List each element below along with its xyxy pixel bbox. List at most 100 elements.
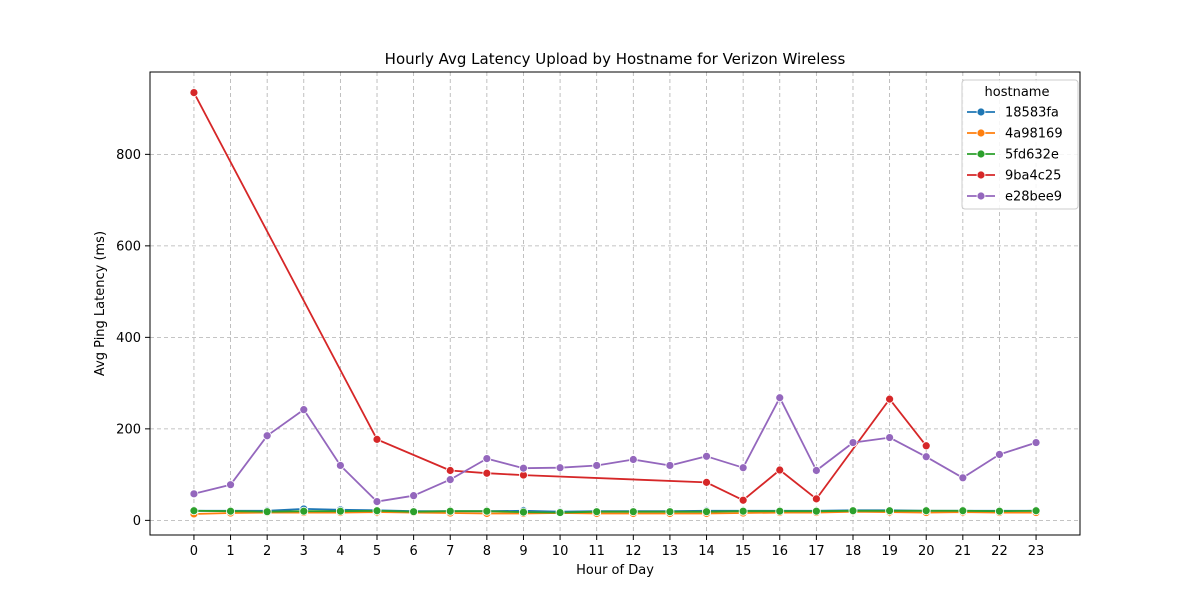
y-tick-label: 600 xyxy=(116,239,141,254)
x-tick-label: 13 xyxy=(662,544,679,559)
series-lines xyxy=(189,88,1041,519)
y-axis-label: Avg Ping Latency (ms) xyxy=(93,231,108,376)
data-point-5fd632e xyxy=(335,506,345,516)
legend-items: 18583fa 4a98169 5fd632e 9ba4c25 e28bee9 xyxy=(967,106,1063,205)
x-axis-label: Hour of Day xyxy=(576,563,654,578)
data-point-5fd632e xyxy=(921,506,931,516)
legend-label-9ba4c25: 9ba4c25 xyxy=(1005,169,1061,184)
x-axis: 0 1 2 3 4 5 6 7 8 9 10 11 12 13 14 15 16 17 18 19 20 21 22 23 xyxy=(190,535,1045,559)
data-point-e28bee9 xyxy=(811,466,821,475)
data-point-e28bee9 xyxy=(921,452,931,462)
data-point-5fd632e xyxy=(775,506,785,516)
data-point-9ba4c25 xyxy=(885,394,895,404)
x-tick-label: 22 xyxy=(991,544,1008,559)
x-tick-label: 20 xyxy=(918,544,935,559)
legend-marker-18583fa xyxy=(976,107,986,117)
data-point-e28bee9 xyxy=(555,463,565,473)
data-point-e28bee9 xyxy=(885,433,895,442)
data-point-e28bee9 xyxy=(738,463,748,473)
data-point-5fd632e xyxy=(738,506,748,516)
x-tick-label: 5 xyxy=(373,544,381,559)
x-tick-label: 12 xyxy=(625,544,642,559)
data-point-5fd632e xyxy=(628,507,638,517)
data-point-5fd632e xyxy=(811,506,821,516)
x-tick-label: 16 xyxy=(771,544,788,559)
data-point-e28bee9 xyxy=(262,431,272,441)
x-tick-label: 9 xyxy=(519,544,527,559)
data-point-e28bee9 xyxy=(189,489,199,499)
data-point-5fd632e xyxy=(555,508,565,517)
data-point-e28bee9 xyxy=(592,461,602,470)
legend-label-e28bee9: e28bee9 xyxy=(1005,190,1062,205)
data-point-e28bee9 xyxy=(995,450,1004,459)
legend-label-5fd632e: 5fd632e xyxy=(1005,148,1059,163)
x-tick-label: 4 xyxy=(336,544,344,559)
x-tick-label: 6 xyxy=(409,544,417,559)
legend-marker-9ba4c25 xyxy=(976,170,986,180)
data-point-e28bee9 xyxy=(372,497,382,507)
x-tick-label: 11 xyxy=(588,544,605,559)
x-tick-label: 21 xyxy=(955,544,972,559)
y-tick-label: 0 xyxy=(133,514,141,529)
data-point-e28bee9 xyxy=(1031,438,1041,447)
data-point-e28bee9 xyxy=(775,393,785,403)
data-point-e28bee9 xyxy=(409,491,419,501)
x-tick-label: 14 xyxy=(698,544,715,559)
legend-marker-5fd632e xyxy=(976,149,986,159)
series-line-4a98169 xyxy=(193,510,1037,515)
legend-marker-e28bee9 xyxy=(976,191,986,201)
legend: hostname 18583fa 4a98169 5fd632e 9ba4c25 e28… xyxy=(961,79,1079,210)
y-tick-label: 200 xyxy=(116,422,141,437)
data-point-5fd632e xyxy=(299,506,309,516)
x-tick-label: 8 xyxy=(483,544,491,559)
data-point-e28bee9 xyxy=(299,405,309,415)
series-line-e28bee9 xyxy=(193,396,1037,503)
legend-title: hostname xyxy=(985,85,1050,100)
x-tick-label: 19 xyxy=(881,544,898,559)
plot-frame xyxy=(149,71,1081,536)
x-tick-label: 2 xyxy=(263,544,271,559)
legend-marker-4a98169 xyxy=(976,128,986,138)
data-point-e28bee9 xyxy=(665,461,675,470)
data-point-5fd632e xyxy=(702,507,711,517)
data-point-5fd632e xyxy=(409,507,419,517)
data-point-e28bee9 xyxy=(482,454,492,463)
data-point-e28bee9 xyxy=(958,473,968,483)
data-point-9ba4c25 xyxy=(738,495,748,505)
y-tick-label: 800 xyxy=(116,148,141,163)
x-tick-label: 15 xyxy=(735,544,752,559)
data-point-5fd632e xyxy=(665,507,675,517)
data-point-9ba4c25 xyxy=(811,494,821,504)
data-point-9ba4c25 xyxy=(702,477,711,487)
x-tick-label: 10 xyxy=(552,544,569,559)
x-tick-label: 7 xyxy=(446,544,454,559)
data-point-5fd632e xyxy=(592,507,602,517)
x-tick-label: 3 xyxy=(300,544,308,559)
data-point-e28bee9 xyxy=(519,463,528,473)
x-tick-label: 0 xyxy=(190,544,198,559)
data-point-5fd632e xyxy=(958,506,968,516)
data-point-9ba4c25 xyxy=(189,88,199,97)
data-point-e28bee9 xyxy=(702,451,711,461)
data-point-5fd632e xyxy=(885,506,895,516)
data-point-5fd632e xyxy=(226,506,235,516)
legend-label-18583fa: 18583fa xyxy=(1005,106,1059,121)
data-point-e28bee9 xyxy=(445,475,455,485)
data-point-5fd632e xyxy=(995,506,1004,516)
data-point-9ba4c25 xyxy=(775,465,785,475)
data-point-5fd632e xyxy=(189,506,199,516)
y-axis: 0 200 400 600 800 xyxy=(116,148,150,529)
data-point-5fd632e xyxy=(482,506,492,516)
x-tick-label: 23 xyxy=(1028,544,1045,559)
x-tick-label: 17 xyxy=(808,544,825,559)
data-point-5fd632e xyxy=(1031,506,1041,516)
x-tick-label: 1 xyxy=(226,544,234,559)
data-point-e28bee9 xyxy=(226,480,235,490)
data-point-5fd632e xyxy=(519,507,528,517)
series-line-5fd632e xyxy=(193,509,1037,514)
chart-title: Hourly Avg Latency Upload by Hostname fo… xyxy=(385,50,846,68)
data-point-5fd632e xyxy=(262,507,272,517)
data-point-e28bee9 xyxy=(848,438,858,447)
data-point-9ba4c25 xyxy=(445,466,455,475)
